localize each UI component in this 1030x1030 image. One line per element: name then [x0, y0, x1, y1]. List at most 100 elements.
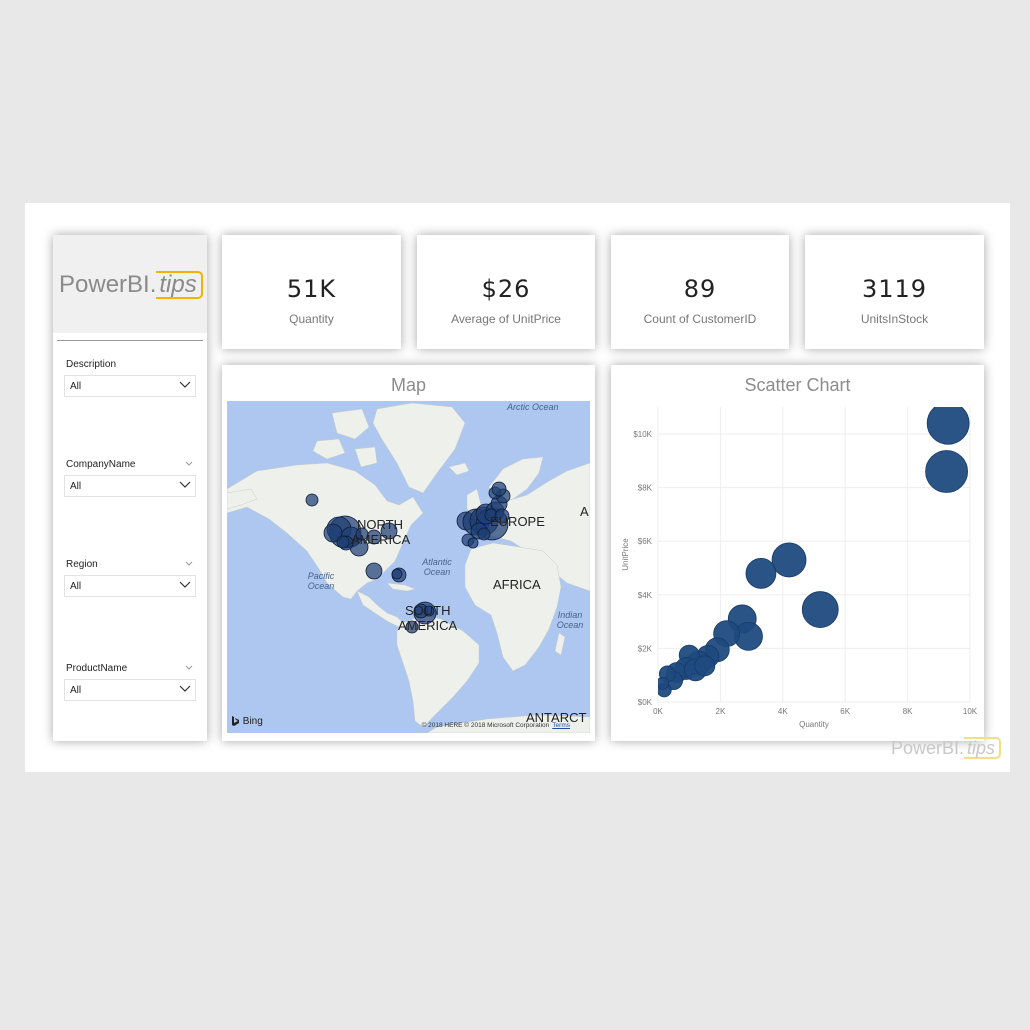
scatter-bubble — [926, 407, 970, 445]
map-bubble[interactable] — [477, 527, 491, 541]
x-tick-label: 10K — [963, 707, 978, 716]
terms-link[interactable]: Terms — [552, 722, 570, 729]
kpi-label: Average of UnitPrice — [451, 312, 561, 326]
map-bubble[interactable] — [365, 562, 383, 580]
kpi-card-count-customerid[interactable]: 89 Count of CustomerID — [611, 235, 789, 349]
slicer-title-description: Description — [66, 359, 117, 370]
map-bubble[interactable] — [423, 605, 435, 617]
chevron-down-icon[interactable] — [185, 561, 193, 567]
kpi-card-quantity[interactable]: 51K Quantity — [222, 235, 401, 349]
eurasia-land — [472, 462, 590, 592]
slicer-title-productname: ProductName — [66, 663, 128, 674]
x-tick-label: 6K — [840, 707, 850, 716]
map-visual[interactable]: Map — [222, 365, 595, 741]
description-value: All — [70, 381, 82, 392]
logo-main: PowerBI. — [59, 271, 157, 298]
world-map — [227, 402, 590, 733]
greenland-land — [372, 402, 466, 494]
chevron-down-icon — [179, 381, 191, 388]
map-bubble[interactable] — [305, 493, 319, 507]
scatter-bubble — [658, 676, 670, 690]
chevron-down-icon — [179, 685, 191, 692]
map-bubble[interactable] — [336, 535, 350, 549]
kpi-value: 51K — [286, 275, 337, 303]
x-axis-label: Quantity — [799, 720, 829, 729]
description-dropdown[interactable]: All — [64, 375, 196, 397]
y-tick-label: $6K — [638, 537, 653, 546]
chevron-down-icon — [179, 581, 191, 588]
map-label-north-america: AMERICA — [351, 532, 411, 547]
productname-value: All — [70, 685, 82, 696]
bing-attribution: Bing — [231, 715, 263, 727]
slicer-panel: PowerBI. tips Description All CompanyName… — [53, 235, 207, 741]
logo-text: PowerBI. tips — [59, 271, 203, 299]
scatter-bubble — [801, 591, 839, 628]
map-bubble[interactable] — [391, 568, 403, 580]
map-label-atlantic-ocean: Atlantic Ocean — [422, 557, 452, 577]
kpi-label: Quantity — [289, 312, 334, 326]
region-dropdown[interactable]: All — [64, 575, 196, 597]
map-bubble[interactable] — [467, 537, 479, 549]
map-title: Map — [390, 375, 426, 395]
map-bubble[interactable] — [323, 523, 343, 543]
scatter-bubble — [694, 655, 716, 677]
bing-logo-icon — [232, 715, 239, 726]
africa-land — [464, 542, 562, 672]
y-tick-label: $4K — [638, 591, 653, 600]
map-label-asia: A — [580, 504, 589, 519]
map-label-europe: EUROPE — [490, 514, 545, 529]
kpi-card-avg-unitprice[interactable]: $26 Average of UnitPrice — [417, 235, 595, 349]
madagascar-land — [554, 632, 566, 656]
scatter-bubble — [771, 542, 807, 578]
kpi-card-unitsinstock[interactable]: 3119 UnitsInStock — [805, 235, 984, 349]
bing-label: Bing — [242, 716, 263, 727]
south-america-land — [396, 614, 480, 728]
chevron-down-icon[interactable] — [185, 665, 193, 671]
kpi-label: UnitsInStock — [860, 312, 929, 326]
map-bubble[interactable] — [494, 508, 510, 524]
y-tick-label: $2K — [638, 644, 653, 653]
companyname-value: All — [70, 481, 82, 492]
slicer-title-companyname: CompanyName — [66, 459, 136, 470]
footer-logo-tips: tips — [964, 737, 1002, 759]
map-label-africa: AFRICA — [493, 577, 541, 592]
kpi-value: 89 — [683, 275, 717, 303]
x-tick-label: 0K — [653, 707, 663, 716]
scatter-bubble — [745, 557, 777, 589]
map-copyright: © 2018 HERE © 2018 Microsoft Corporation… — [422, 722, 570, 729]
logo-tips: tips — [156, 271, 203, 299]
map-bubble[interactable] — [380, 522, 398, 540]
map-label-pacific-ocean: Pacific Ocean — [307, 571, 335, 591]
scatter-title: Scatter Chart — [744, 375, 851, 395]
slicer-title-region: Region — [66, 559, 98, 570]
x-tick-label: 4K — [778, 707, 788, 716]
map-label-south: SOUTH — [405, 603, 451, 618]
map-bubble[interactable] — [491, 481, 507, 497]
companyname-dropdown[interactable]: All — [64, 475, 196, 497]
productname-dropdown[interactable]: All — [64, 679, 196, 701]
map-bubble[interactable] — [405, 620, 419, 634]
bubble-group — [658, 407, 970, 698]
chevron-down-icon[interactable] — [185, 461, 193, 467]
map-label-arctic-ocean: Arctic Ocean — [507, 402, 559, 412]
map-label-indian-ocean: Indian Ocean — [556, 610, 584, 630]
map-canvas[interactable]: NORTH AMERICA EUROPE A AFRICA SOUTH AMER… — [227, 401, 590, 733]
map-bubble[interactable] — [355, 527, 369, 541]
scatter-bubble — [925, 450, 969, 493]
kpi-value: $26 — [481, 275, 531, 303]
powerbi-tips-logo: PowerBI. tips — [53, 235, 207, 333]
scatter-chart[interactable]: 0K 2K 4K 6K 8K 10K $0K $2K $4K $6K $8K $10K Quantity… — [611, 365, 984, 741]
y-tick-label: $10K — [633, 430, 652, 439]
region-value: All — [70, 581, 82, 592]
map-label-north: NORTH — [357, 517, 403, 532]
central-america-land — [356, 590, 404, 628]
chevron-down-icon — [179, 481, 191, 488]
footer-logo-main: PowerBI. — [891, 738, 965, 758]
copyright-text: © 2018 HERE © 2018 Microsoft Corporation — [421, 722, 550, 729]
scatter-visual[interactable]: Scatter Chart 0K 2K 4K 6K 8K 10K $0K $2K $4K $6K $… — [611, 365, 984, 741]
iceland-land — [448, 462, 470, 476]
y-tick-label: $8K — [638, 484, 653, 493]
x-tick-label: 2K — [716, 707, 726, 716]
divider — [57, 340, 203, 341]
caribbean-land — [386, 582, 416, 592]
